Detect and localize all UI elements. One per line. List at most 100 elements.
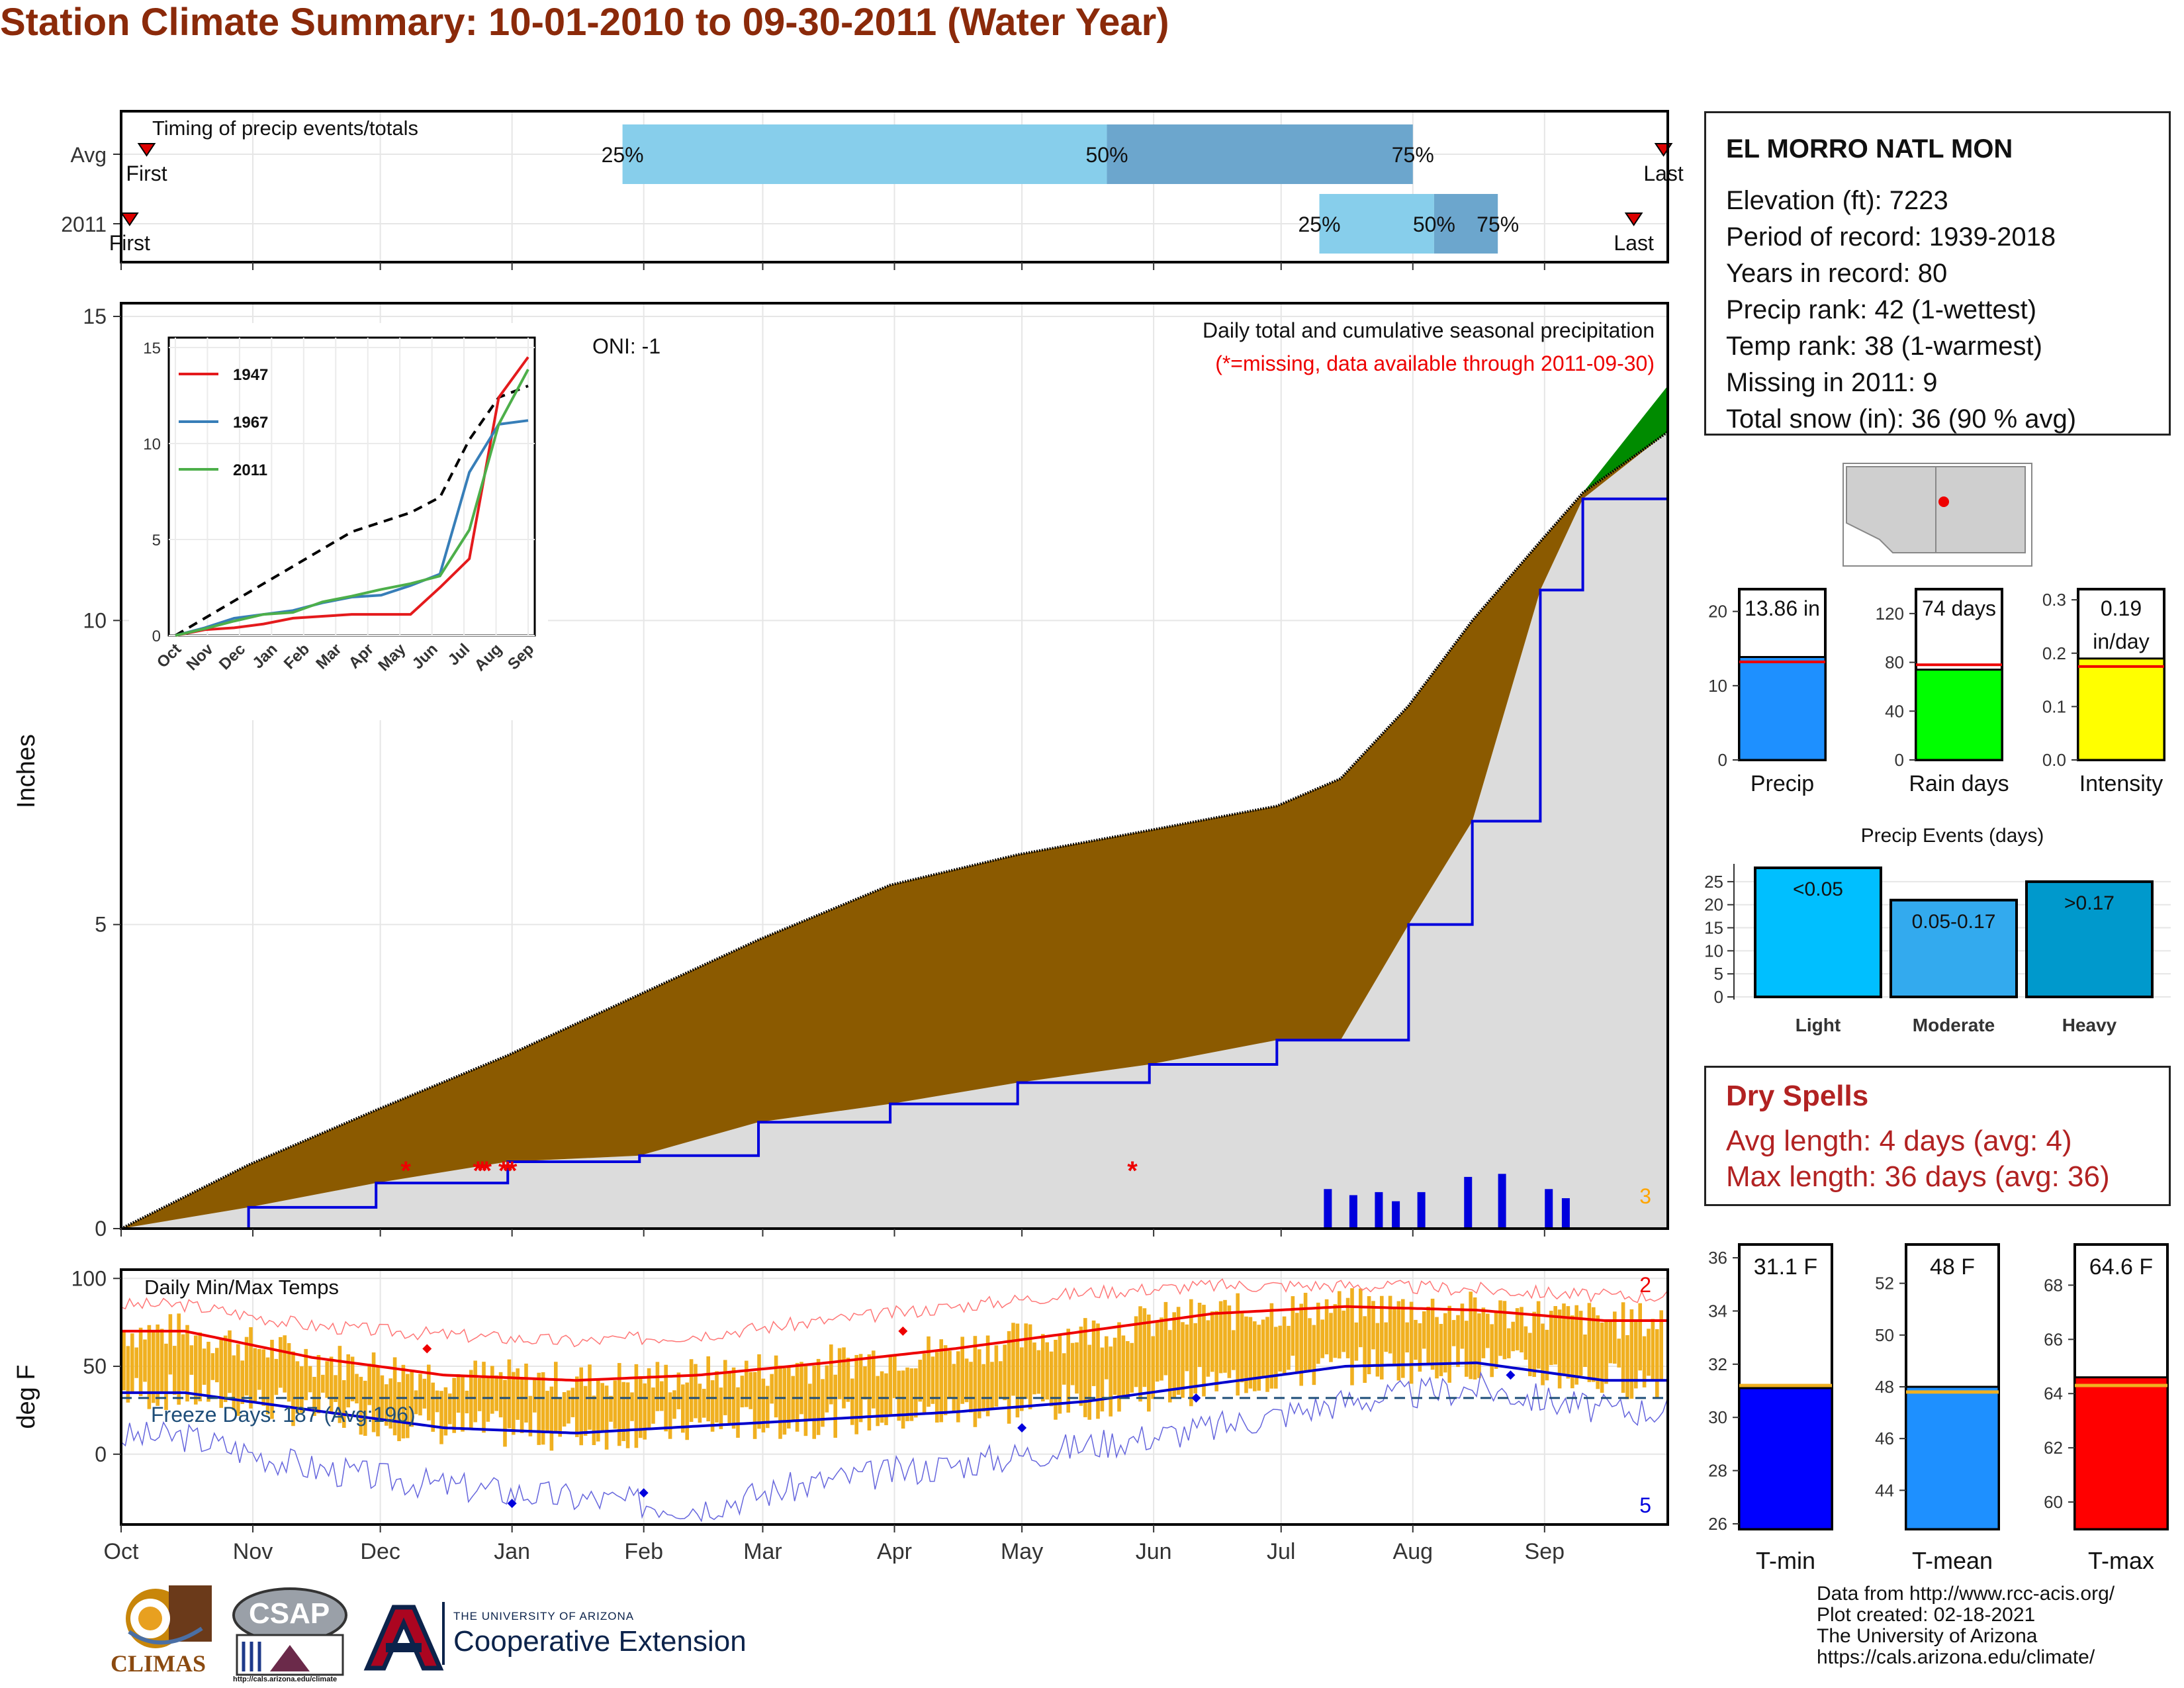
daily-temp-bar xyxy=(164,1343,168,1411)
daily-temp-bar xyxy=(1172,1312,1176,1397)
daily-temp-bar xyxy=(1600,1322,1604,1393)
daily-temp-bar xyxy=(1168,1330,1172,1403)
daily-temp-bar xyxy=(1401,1299,1405,1378)
daily-temp-bar xyxy=(1409,1301,1414,1384)
precip-2011-line xyxy=(121,385,1669,1230)
daily-temp-bar xyxy=(435,1390,439,1413)
daily-temp-bar xyxy=(308,1366,312,1393)
daily-temp-bar xyxy=(261,1349,265,1406)
temp-record-marker xyxy=(1506,1370,1516,1380)
daily-temp-bar xyxy=(494,1375,498,1411)
daily-temp-bar xyxy=(1536,1301,1541,1369)
daily-temp-bar xyxy=(1113,1337,1117,1395)
daily-temp-bar xyxy=(943,1345,948,1415)
daily-temp-bar xyxy=(681,1384,685,1433)
daily-temp-bar xyxy=(1236,1293,1240,1396)
precip-caption: Daily total and cumulative seasonal prec… xyxy=(1203,318,1655,342)
month-tick-label: Nov xyxy=(233,1539,273,1564)
daily-temp-bar xyxy=(1257,1325,1261,1391)
summary-bar-value-label: 0.19 xyxy=(2101,596,2142,620)
daily-temp-bar xyxy=(295,1361,300,1414)
daily-temp-bar xyxy=(1240,1313,1244,1383)
temp-summary-bar xyxy=(1905,1385,2000,1530)
precip-y-axis-label: Inches xyxy=(13,734,40,808)
daily-temp-bar xyxy=(1121,1335,1126,1397)
daily-temp-bar xyxy=(999,1361,1003,1397)
daily-temp-bar xyxy=(596,1380,600,1442)
daily-temp-bar xyxy=(443,1387,448,1436)
daily-temp-bar xyxy=(664,1364,668,1432)
daily-temp-bar xyxy=(392,1357,397,1436)
daily-temp-bar xyxy=(414,1390,418,1415)
daily-temp-bar xyxy=(715,1371,719,1423)
station-location-dot xyxy=(1938,496,1949,507)
summary-bar-tick-label: 0.2 xyxy=(2042,643,2066,663)
daily-temp-bar xyxy=(575,1376,579,1437)
daily-temp-bar xyxy=(427,1364,431,1421)
daily-temp-bar xyxy=(1244,1316,1248,1393)
daily-temp-bar xyxy=(545,1391,549,1431)
daily-temp-bar xyxy=(1100,1347,1105,1412)
daily-temp-bar xyxy=(541,1372,545,1445)
station-elevation: Elevation (ft): 7223 xyxy=(1726,186,1948,215)
daily-temp-bar xyxy=(329,1356,334,1415)
daily-temp-bar xyxy=(156,1324,159,1406)
daily-temp-bar xyxy=(1007,1331,1011,1424)
temp-summary-bar xyxy=(2073,1376,2169,1530)
precip-events-bar-label: <0.05 xyxy=(1793,878,1843,900)
daily-temp-bar xyxy=(173,1346,177,1395)
timing-last-label: Last xyxy=(1614,231,1654,255)
precip-events-category: Light xyxy=(1796,1015,1841,1035)
daily-temp-bar xyxy=(592,1395,596,1446)
daily-temp-bar xyxy=(1091,1320,1096,1386)
inset-series-line xyxy=(175,369,529,637)
station-name: EL MORRO NATL MON xyxy=(1726,134,2013,164)
daily-temp-bar xyxy=(1426,1306,1430,1364)
daily-temp-bar xyxy=(1451,1320,1456,1346)
daily-temp-bar xyxy=(503,1380,507,1447)
daily-temp-bar xyxy=(803,1365,808,1436)
summary-bar-tick-label: 20 xyxy=(1708,602,1727,622)
csap-logo-text: CSAP xyxy=(249,1597,330,1630)
daily-temp-bar xyxy=(1430,1298,1435,1370)
summary-bar-tick-label: 120 xyxy=(1876,604,1904,624)
daily-temp-bar xyxy=(1629,1309,1634,1399)
daily-temp-bar xyxy=(1075,1342,1079,1394)
daily-temp-bar xyxy=(469,1370,473,1429)
daily-temp-bar xyxy=(1604,1321,1608,1384)
daily-temp-bar xyxy=(956,1351,960,1423)
daily-temp-bar xyxy=(1392,1309,1396,1364)
month-tick-label: Apr xyxy=(877,1539,912,1564)
daily-temp-bar xyxy=(1134,1316,1138,1387)
daily-temp-bar xyxy=(524,1363,528,1423)
daily-temp-bar xyxy=(122,1331,126,1391)
daily-temp-bar xyxy=(406,1374,410,1438)
month-tick-label: Aug xyxy=(1393,1539,1433,1564)
inset-legend-label: 2011 xyxy=(233,461,267,479)
daily-temp-bar xyxy=(604,1385,609,1450)
station-snow: Total snow (in): 36 (90 % avg) xyxy=(1726,404,2077,434)
daily-temp-bar xyxy=(702,1389,706,1418)
daily-temp-bar xyxy=(766,1385,770,1429)
daily-temp-bar xyxy=(1197,1302,1202,1368)
daily-temp-bar xyxy=(1028,1324,1032,1409)
daily-temp-bar xyxy=(1511,1321,1515,1352)
summary-bar-tick-label: 40 xyxy=(1885,701,1904,721)
precip-events-tick-label: 25 xyxy=(1704,872,1723,892)
inset-legend-label: 1947 xyxy=(233,366,268,384)
daily-temp-bar xyxy=(342,1380,346,1428)
daily-temp-bar xyxy=(978,1349,981,1419)
daily-temp-bar xyxy=(922,1353,927,1413)
daily-temp-bar xyxy=(1498,1300,1502,1356)
daily-precip-bar xyxy=(1545,1189,1553,1229)
timing-p75-label: 75% xyxy=(1392,143,1434,167)
daily-temp-bar xyxy=(808,1383,812,1421)
daily-temp-bar xyxy=(1608,1321,1613,1364)
daily-temp-bar xyxy=(1520,1307,1524,1353)
daily-temp-bar xyxy=(1295,1313,1299,1373)
precip-events-category: Moderate xyxy=(1913,1015,1995,1035)
daily-temp-bar xyxy=(520,1378,524,1433)
timing-first-label: First xyxy=(126,162,167,185)
record-min-count: 5 xyxy=(1639,1493,1651,1517)
